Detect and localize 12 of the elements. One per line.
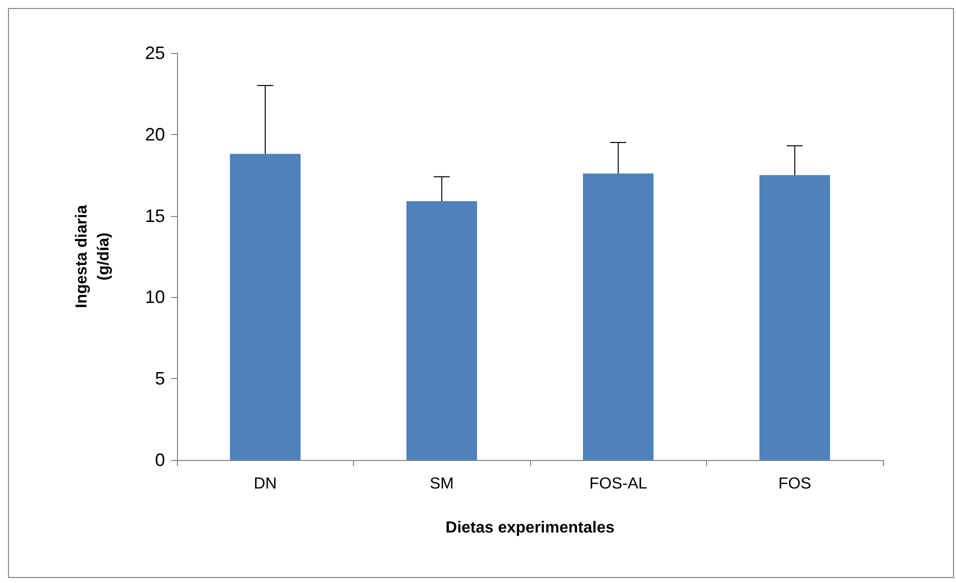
- y-tick-label: 25: [144, 43, 165, 63]
- x-axis-title: Dietas experimentales: [446, 520, 615, 536]
- x-tick-label: SM: [430, 476, 454, 492]
- y-tick-label: 10: [144, 287, 165, 308]
- x-tick-label: DN: [254, 476, 277, 492]
- y-tick-label: 15: [144, 206, 165, 226]
- x-tick-label: FOS-AL: [589, 476, 648, 492]
- y-tick-label: 0: [154, 450, 165, 470]
- y-axis-title: Ingesta diaria (g/día): [74, 204, 112, 308]
- x-tick-label: FOS: [778, 476, 812, 492]
- y-tick-label: 5: [154, 368, 165, 389]
- y-tick-label: 20: [144, 124, 165, 144]
